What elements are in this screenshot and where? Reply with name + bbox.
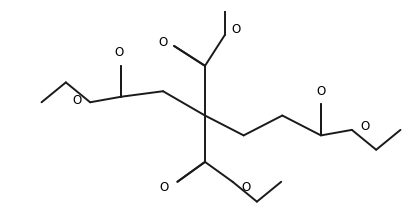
Text: O: O (240, 181, 250, 194)
Text: O: O (360, 120, 369, 133)
Text: O: O (159, 181, 169, 194)
Text: O: O (114, 46, 123, 59)
Text: O: O (158, 36, 167, 49)
Text: O: O (316, 85, 325, 98)
Text: O: O (231, 23, 240, 36)
Text: O: O (72, 94, 81, 106)
